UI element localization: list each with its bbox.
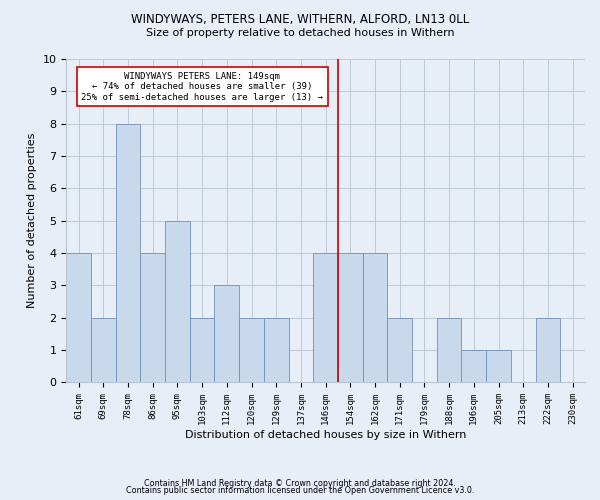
Bar — [313, 253, 338, 382]
Bar — [165, 220, 190, 382]
Bar — [461, 350, 486, 382]
Y-axis label: Number of detached properties: Number of detached properties — [27, 133, 37, 308]
Bar — [536, 318, 560, 382]
Bar — [116, 124, 140, 382]
Bar — [140, 253, 165, 382]
Bar — [214, 286, 239, 382]
Text: WINDYWAYS PETERS LANE: 149sqm
← 74% of detached houses are smaller (39)
25% of s: WINDYWAYS PETERS LANE: 149sqm ← 74% of d… — [81, 72, 323, 102]
Text: WINDYWAYS, PETERS LANE, WITHERN, ALFORD, LN13 0LL: WINDYWAYS, PETERS LANE, WITHERN, ALFORD,… — [131, 12, 469, 26]
Text: Contains HM Land Registry data © Crown copyright and database right 2024.: Contains HM Land Registry data © Crown c… — [144, 478, 456, 488]
Bar — [362, 253, 388, 382]
Text: Size of property relative to detached houses in Withern: Size of property relative to detached ho… — [146, 28, 454, 38]
Bar — [388, 318, 412, 382]
Text: Contains public sector information licensed under the Open Government Licence v3: Contains public sector information licen… — [126, 486, 474, 495]
Bar — [338, 253, 362, 382]
Bar — [66, 253, 91, 382]
Bar — [264, 318, 289, 382]
Bar — [190, 318, 214, 382]
X-axis label: Distribution of detached houses by size in Withern: Distribution of detached houses by size … — [185, 430, 466, 440]
Bar — [239, 318, 264, 382]
Bar — [486, 350, 511, 382]
Bar — [91, 318, 116, 382]
Bar — [437, 318, 461, 382]
